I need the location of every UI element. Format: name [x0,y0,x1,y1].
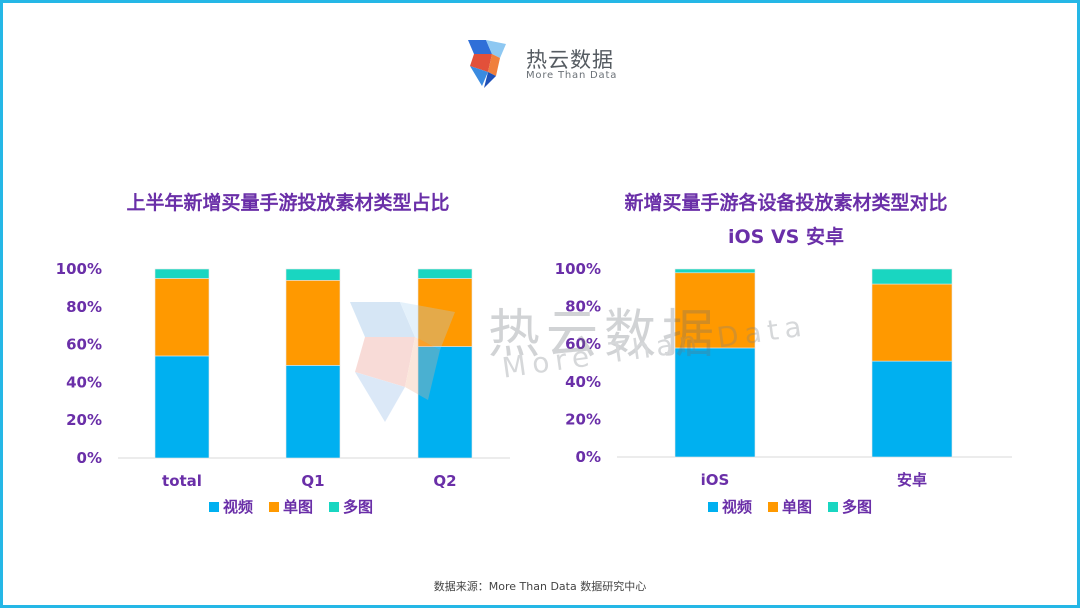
chart2-bar-安卓-单图 [871,283,953,362]
chart1-ytick-label: 60% [66,336,102,354]
chart1-bar-Q1-单图 [285,280,341,366]
brand-logo: 热云数据 More Than Data [462,36,632,92]
chart2-bar-安卓-多图 [871,268,953,285]
chart1-legend-label: 视频 [223,498,253,516]
chart1-bar-Q2-多图 [417,268,473,279]
chart2-ytick-label: 0% [576,448,601,466]
chart2-ytick-label: 100% [555,260,601,278]
chart1-category-label: total [162,472,202,490]
chart2-category-label: iOS [701,471,730,489]
chart2-category-label: 安卓 [897,471,927,489]
chart2-legend-swatch-视频 [708,502,718,512]
chart1-bar-Q1-多图 [285,268,341,281]
chart1-legend-swatch-多图 [329,502,339,512]
chart1-ytick-label: 0% [77,449,102,467]
chart1-legend-label: 多图 [343,498,373,516]
chart1-ytick-label: 20% [66,411,102,429]
chart1-ytick-label: 100% [56,260,102,278]
chart1-bar-Q2-单图 [417,278,473,347]
chart2-ytick-label: 80% [565,298,601,316]
chart2-bar-iOS-视频 [674,347,756,458]
chart2-ytick-label: 20% [565,410,601,428]
chart1-category-label: Q2 [433,472,456,490]
brand-name: 热云数据 [526,48,614,72]
chart1-ytick-label: 40% [66,373,102,391]
chart1-legend-swatch-单图 [269,502,279,512]
chart2-legend-label: 视频 [722,498,752,516]
chart2-bar-iOS-单图 [674,272,756,349]
brand-tagline: More Than Data [526,70,618,81]
source-footer: 数据来源：More Than Data 数据研究中心 [433,580,647,593]
chart1-bar-total-多图 [154,268,210,279]
chart2-legend-swatch-多图 [828,502,838,512]
chart2-ytick-label: 60% [565,335,601,353]
chart2-legend-swatch-单图 [768,502,778,512]
chart2-legend-label: 单图 [782,498,812,516]
chart2-legend-label: 多图 [842,498,872,516]
cloud-cube-icon [468,40,506,88]
chart1-ytick-label: 80% [66,298,102,316]
chart1-legend-label: 单图 [283,498,313,516]
chart1-bar-Q2-视频 [417,346,473,459]
chart1-bar-total-视频 [154,355,210,459]
chart1-legend-swatch-视频 [209,502,219,512]
chart2-bar-安卓-视频 [871,360,953,458]
chart1-bar-Q1-视频 [285,365,341,459]
chart2-title: 新增买量手游各设备投放素材类型对比 [624,192,948,214]
chart2-bar-iOS-多图 [674,268,756,274]
chart2-subtitle: iOS VS 安卓 [728,226,844,248]
chart2-ytick-label: 40% [565,373,601,391]
chart1-title: 上半年新增买量手游投放素材类型占比 [126,192,450,214]
chart1-category-label: Q1 [301,472,324,490]
